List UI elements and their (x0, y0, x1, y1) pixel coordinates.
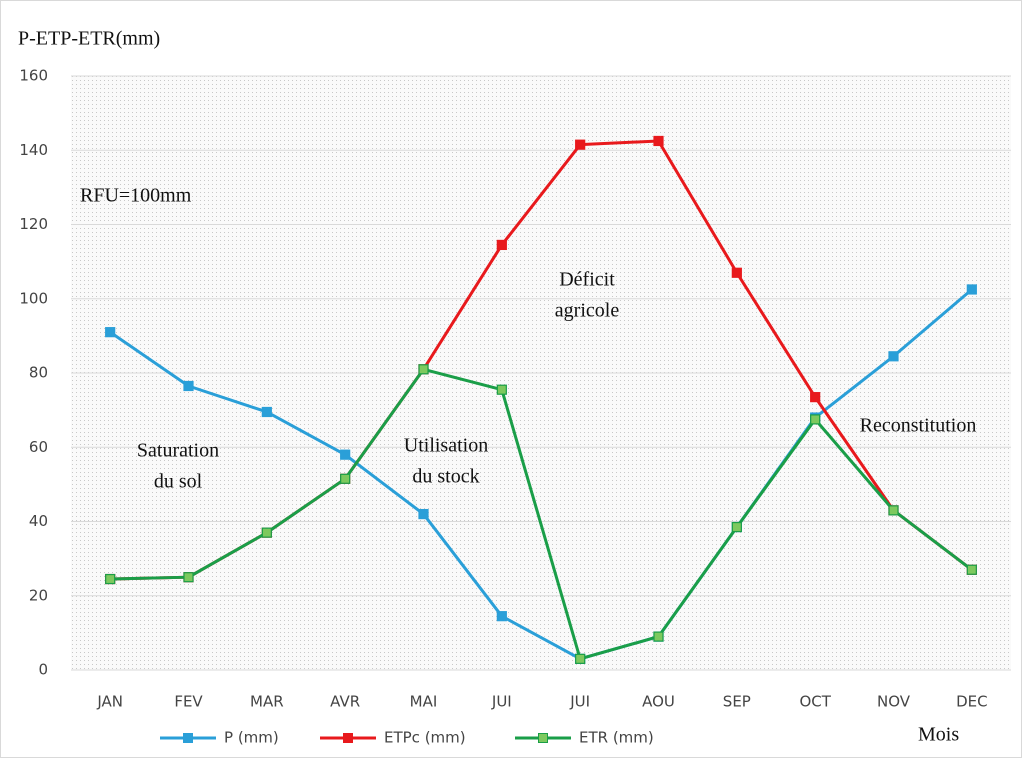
point-marker (105, 573, 116, 585)
point-marker (888, 351, 899, 362)
annotation: Utilisation (404, 435, 488, 457)
y-tick-label: 20 (29, 586, 48, 604)
y-axis-label: P-ETP-ETR(mm) (18, 28, 160, 50)
point-marker (418, 508, 429, 520)
y-tick-label: 160 (19, 67, 48, 85)
x-axis-label: Mois (918, 724, 959, 746)
point-marker (183, 572, 194, 583)
point-marker (731, 521, 742, 533)
y-tick-label: 40 (29, 512, 48, 530)
point-marker (888, 505, 899, 516)
x-tick-label: JUI (569, 693, 590, 711)
y-tick-label: 120 (19, 215, 48, 233)
point-marker (418, 364, 429, 375)
point-marker (340, 473, 351, 484)
point-marker (810, 392, 821, 403)
y-tick-label: 140 (19, 141, 48, 159)
point-marker (496, 239, 507, 251)
point-marker (731, 267, 742, 278)
point-marker (810, 414, 821, 425)
point-marker (496, 611, 507, 622)
x-tick-label: AOU (642, 693, 675, 711)
point-marker (261, 406, 272, 418)
x-tick-label: SEP (723, 693, 751, 711)
point-marker (340, 449, 351, 460)
annotation: Reconstitution (860, 415, 977, 437)
annotation: agricole (555, 300, 620, 322)
x-tick-label: DEC (956, 693, 988, 711)
x-tick-label: AVR (330, 693, 360, 711)
x-tick-label: JAN (96, 693, 123, 711)
series-line (110, 367, 973, 661)
x-tick-label: MAR (250, 693, 284, 711)
annotation: du sol (154, 471, 203, 493)
point-marker (575, 653, 586, 664)
legend-marker (343, 733, 353, 743)
y-tick-label: 100 (19, 289, 48, 307)
point-marker (183, 380, 194, 392)
point-marker (105, 327, 116, 338)
point-marker (966, 284, 977, 295)
annotation: du stock (412, 466, 479, 488)
x-tick-label: FEV (174, 693, 203, 711)
legend-label: ETPc (mm) (384, 729, 466, 747)
point-marker (496, 384, 507, 395)
point-marker (575, 139, 586, 150)
annotation: Saturation (137, 440, 219, 462)
x-tick-label: JUI (491, 693, 512, 711)
point-marker (966, 564, 977, 575)
series-line (109, 288, 973, 661)
y-tick-label: 60 (29, 438, 48, 456)
point-marker (653, 631, 664, 642)
x-tick-label: NOV (877, 693, 911, 711)
annotation: RFU=100mm (80, 185, 192, 207)
point-marker (261, 527, 272, 538)
legend-label: P (mm) (224, 729, 279, 747)
legend-marker (538, 733, 548, 743)
legend-marker (183, 733, 193, 743)
point-marker (653, 135, 664, 147)
legend-label: ETR (mm) (579, 729, 654, 747)
x-tick-label: MAI (410, 693, 438, 711)
annotation: Déficit (559, 269, 615, 291)
x-tick-label: OCT (799, 693, 831, 711)
y-tick-label: 0 (38, 661, 48, 679)
y-tick-label: 80 (29, 364, 48, 382)
